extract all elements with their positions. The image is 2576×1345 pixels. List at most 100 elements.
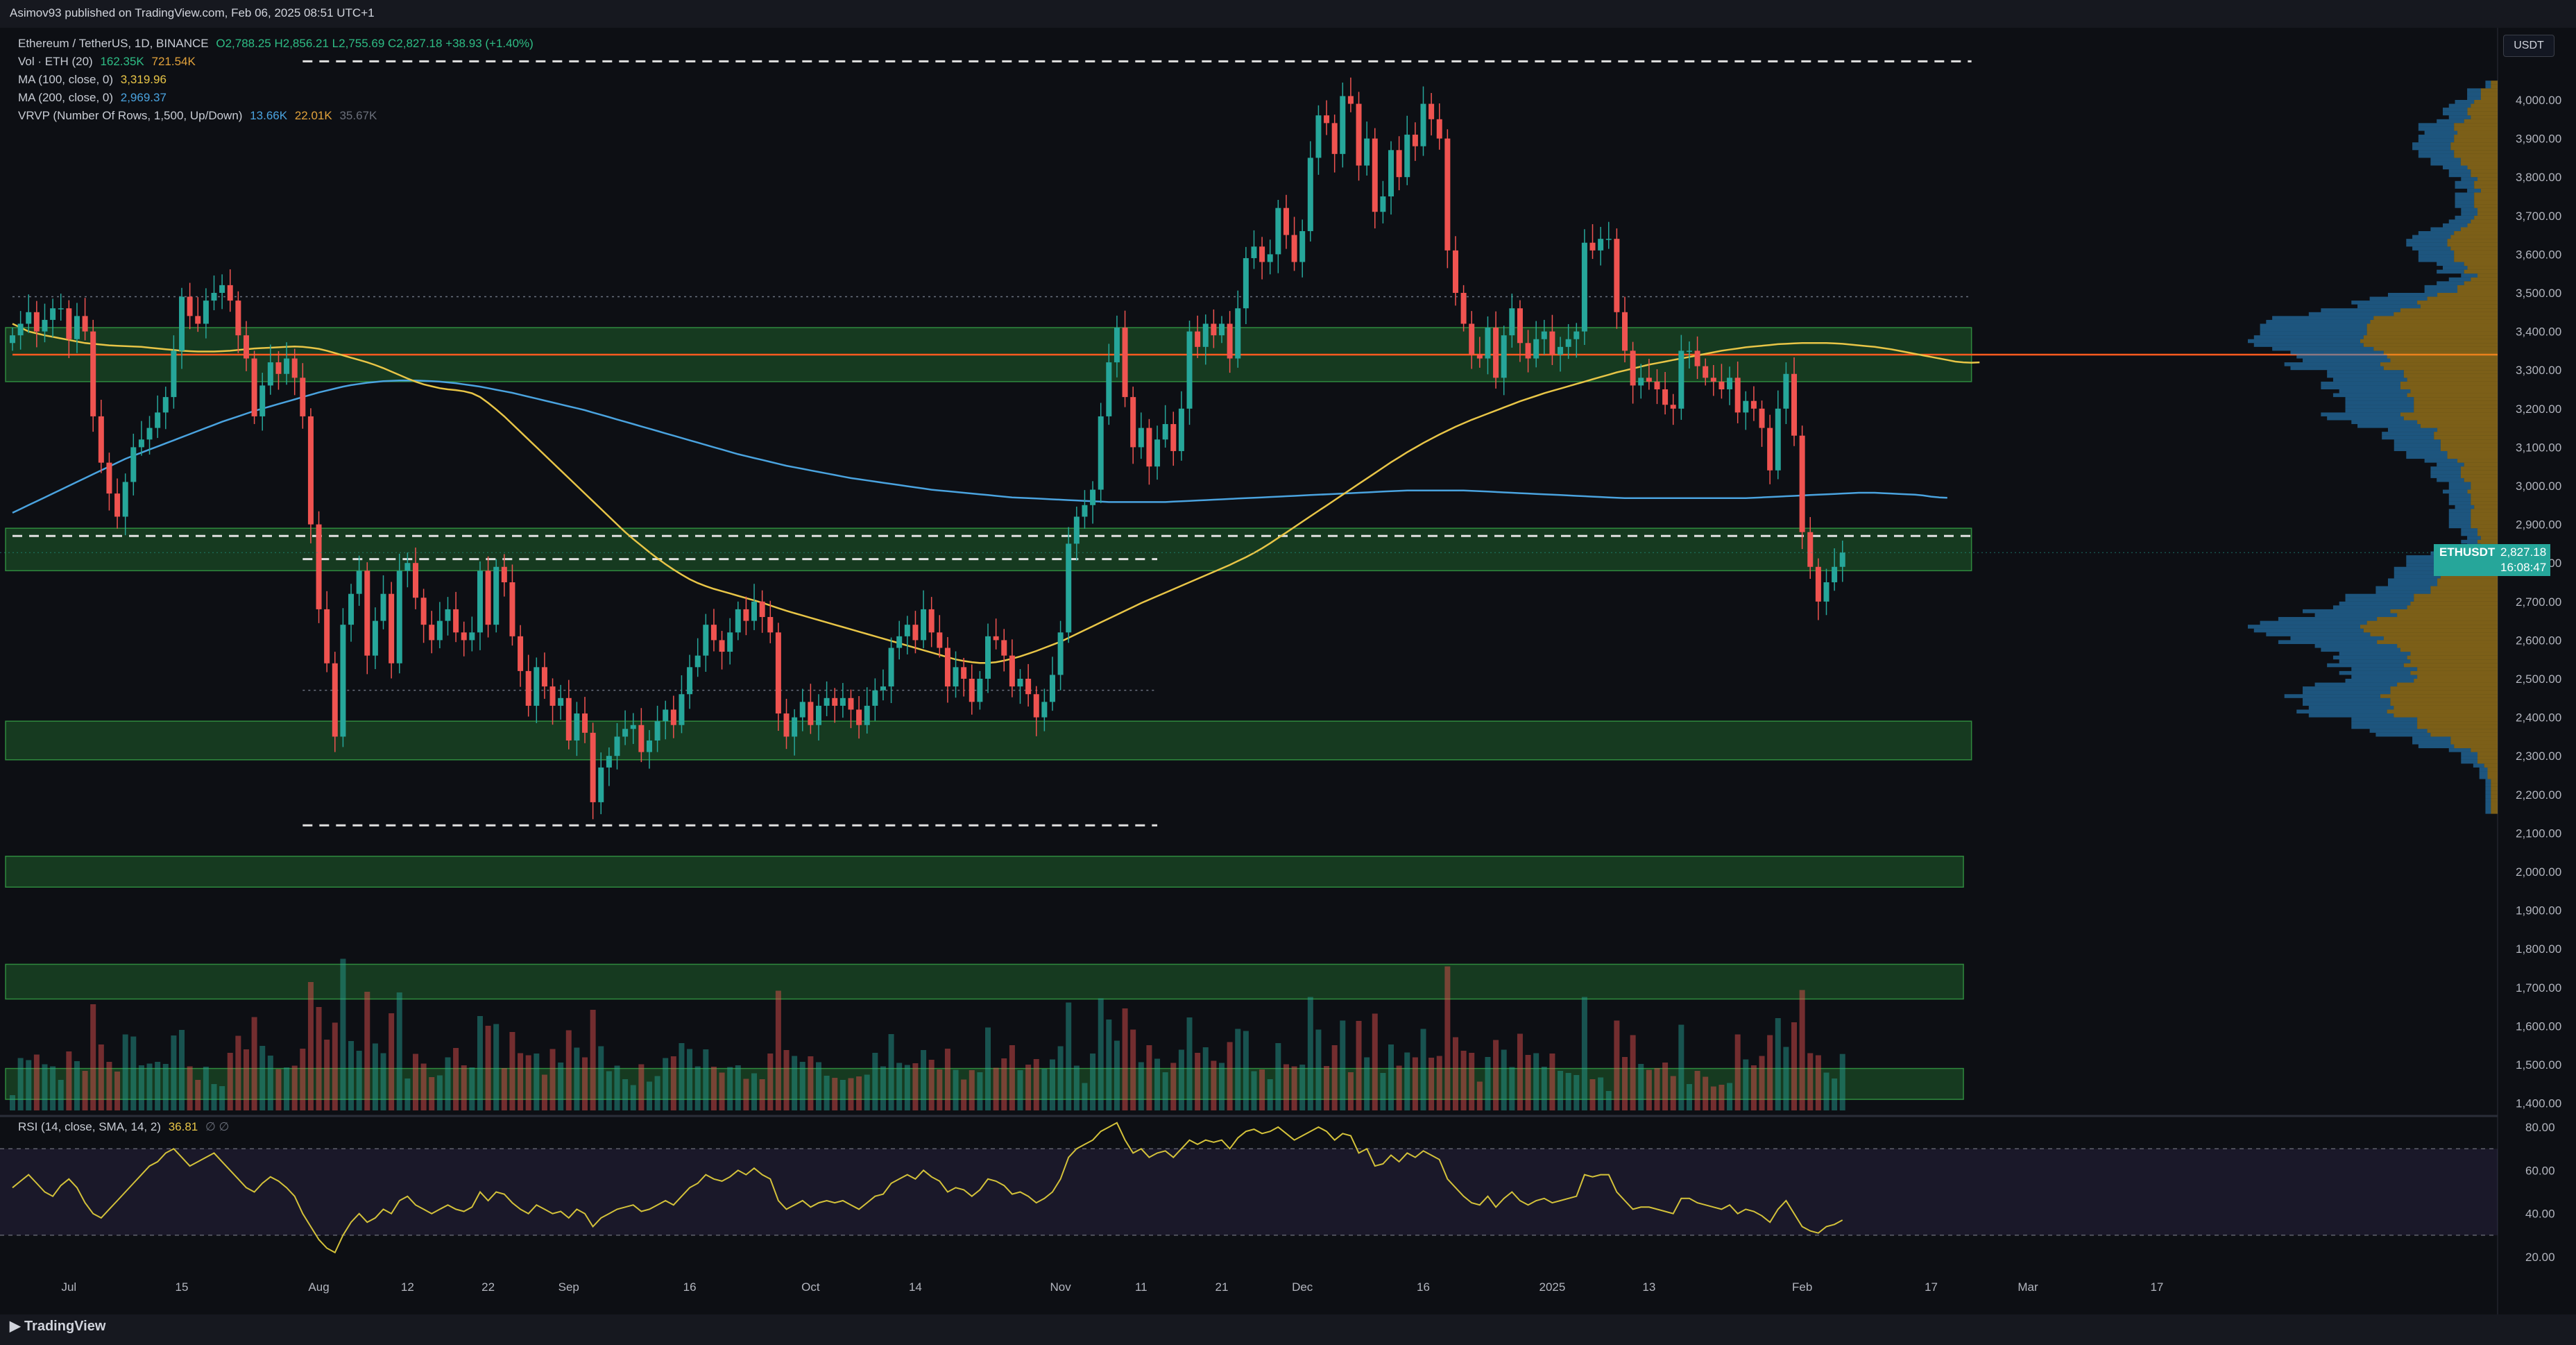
candle-body xyxy=(1638,378,1644,386)
volume-profile-up-bar xyxy=(2442,489,2468,494)
volume-bar xyxy=(122,1034,128,1110)
price-chart[interactable]: 4,000.00 3,900.00 3,800.00 3,700.00 3,600.00… xyxy=(0,28,2576,1314)
candle-body xyxy=(380,593,386,621)
candle-body xyxy=(1186,331,1193,409)
volume-profile-up-bar xyxy=(2412,142,2451,146)
price-axis-label: 3,000.00 xyxy=(2516,480,2561,493)
volume-profile-down-bar xyxy=(2440,447,2498,451)
price-axis-label: 1,400.00 xyxy=(2516,1097,2561,1110)
volume-profile-up-bar xyxy=(2387,428,2438,432)
volume-bar xyxy=(549,1049,556,1110)
ma200-label[interactable]: MA (200, close, 0) xyxy=(18,91,114,104)
volume-bar xyxy=(864,1074,870,1110)
volume-bar xyxy=(219,1086,225,1110)
volume-profile-down-bar xyxy=(2400,381,2498,386)
candle-body xyxy=(10,335,15,344)
volume-bar xyxy=(574,1047,580,1110)
volume-bar xyxy=(1291,1066,1297,1110)
volume-profile-up-bar xyxy=(2485,783,2491,787)
volume-profile-up-bar xyxy=(2418,135,2455,139)
volume-profile-down-bar xyxy=(2480,536,2498,540)
volume-bar xyxy=(1057,1046,1064,1110)
candle-body xyxy=(880,686,886,691)
volume-profile-down-bar xyxy=(2420,304,2498,309)
volume-profile-down-bar xyxy=(2474,204,2498,208)
volume-bar xyxy=(267,1056,273,1110)
symbol-name[interactable]: Ethereum / TetherUS, 1D, BINANCE xyxy=(18,37,209,50)
candle-body xyxy=(1082,505,1088,517)
ma100-label[interactable]: MA (100, close, 0) xyxy=(18,73,114,86)
volume-bar xyxy=(1404,1052,1410,1110)
volume-profile-down-bar xyxy=(2454,250,2498,255)
volume-bar xyxy=(1025,1065,1032,1110)
volume-bar xyxy=(977,1072,983,1110)
volume-profile-down-bar xyxy=(2484,763,2498,768)
rsi-axis-label: 80.00 xyxy=(2525,1121,2555,1134)
volume-profile-up-bar xyxy=(2382,432,2434,436)
volume-bar xyxy=(1565,1073,1571,1110)
volume-profile-up-bar xyxy=(2314,643,2398,648)
candle-body xyxy=(42,319,48,332)
volume-profile-down-bar xyxy=(2454,153,2498,158)
volume-profile-up-bar xyxy=(2485,810,2491,814)
volume-profile-up-bar xyxy=(2327,370,2404,374)
volume-profile-up-bar xyxy=(2461,539,2478,544)
candle-body xyxy=(66,308,72,339)
volume-profile-up-bar xyxy=(2406,563,2448,567)
volume-bar xyxy=(1743,1059,1749,1110)
tv-logo-icon: ▶ xyxy=(10,1319,24,1334)
footer-bar xyxy=(0,1314,2576,1345)
volume-profile-down-bar xyxy=(2460,161,2498,166)
candle-body xyxy=(1783,373,1789,409)
volume-bar xyxy=(1154,1058,1161,1110)
volume-profile-up-bar xyxy=(2357,304,2421,309)
volume-profile-down-bar xyxy=(2417,725,2498,729)
volume-bar xyxy=(138,1065,144,1110)
volume-bar xyxy=(630,1085,636,1110)
price-axis-label: 2,000.00 xyxy=(2516,865,2561,879)
rsi-label[interactable]: RSI (14, close, SMA, 14, 2) xyxy=(18,1120,161,1133)
candle-body xyxy=(953,667,959,687)
volume-profile-up-bar xyxy=(2455,192,2475,196)
candle-body xyxy=(275,362,282,374)
volume-profile-down-bar xyxy=(2420,424,2498,428)
candle-body xyxy=(50,308,56,320)
candle-body xyxy=(1267,254,1273,262)
candle-body xyxy=(1057,632,1064,675)
candle-body xyxy=(799,702,805,718)
tradingview-logo[interactable]: ▶ TradingView xyxy=(10,1317,105,1335)
volume-profile-up-bar xyxy=(2351,721,2418,725)
price-axis-label: 2,400.00 xyxy=(2516,711,2561,725)
vrvp-label[interactable]: VRVP (Number Of Rows, 1,500, Up/Down) xyxy=(18,109,243,122)
volume-profile-down-bar xyxy=(2471,486,2498,490)
volume-bar xyxy=(1033,1059,1039,1110)
volume-profile-down-bar xyxy=(2437,582,2498,586)
volume-profile-up-bar xyxy=(2314,682,2398,687)
candle-body xyxy=(937,632,943,648)
volume-profile-up-bar xyxy=(2448,509,2471,513)
volume-bar xyxy=(1605,1091,1612,1110)
volume-profile-up-bar xyxy=(2442,111,2468,116)
candle-body xyxy=(783,713,790,737)
candle-body xyxy=(912,625,919,641)
volume-bar xyxy=(1694,1071,1700,1110)
vrvp-value-1: 13.66K xyxy=(250,109,288,122)
price-axis-background xyxy=(2498,28,2576,1314)
volume-profile-down-bar xyxy=(2410,670,2498,675)
volume-profile-up-bar xyxy=(2260,331,2367,336)
volume-profile-up-bar xyxy=(2394,566,2441,571)
volume-bar xyxy=(880,1066,886,1110)
volume-bar xyxy=(1541,1067,1547,1110)
volume-bar xyxy=(1106,1020,1112,1110)
candle-body xyxy=(864,705,870,725)
volume-bar xyxy=(300,1049,306,1110)
volume-profile-down-bar xyxy=(2467,489,2498,494)
volume-label[interactable]: Vol · ETH (20) xyxy=(18,55,93,68)
price-axis-label: 2,200.00 xyxy=(2516,788,2561,802)
currency-selector[interactable]: USDT xyxy=(2503,35,2554,57)
candle-body xyxy=(1017,679,1023,687)
volume-bar xyxy=(694,1066,701,1110)
volume-bar xyxy=(171,1035,177,1110)
ma100-value: 3,319.96 xyxy=(120,73,167,86)
volume-profile-down-bar xyxy=(2447,450,2498,455)
